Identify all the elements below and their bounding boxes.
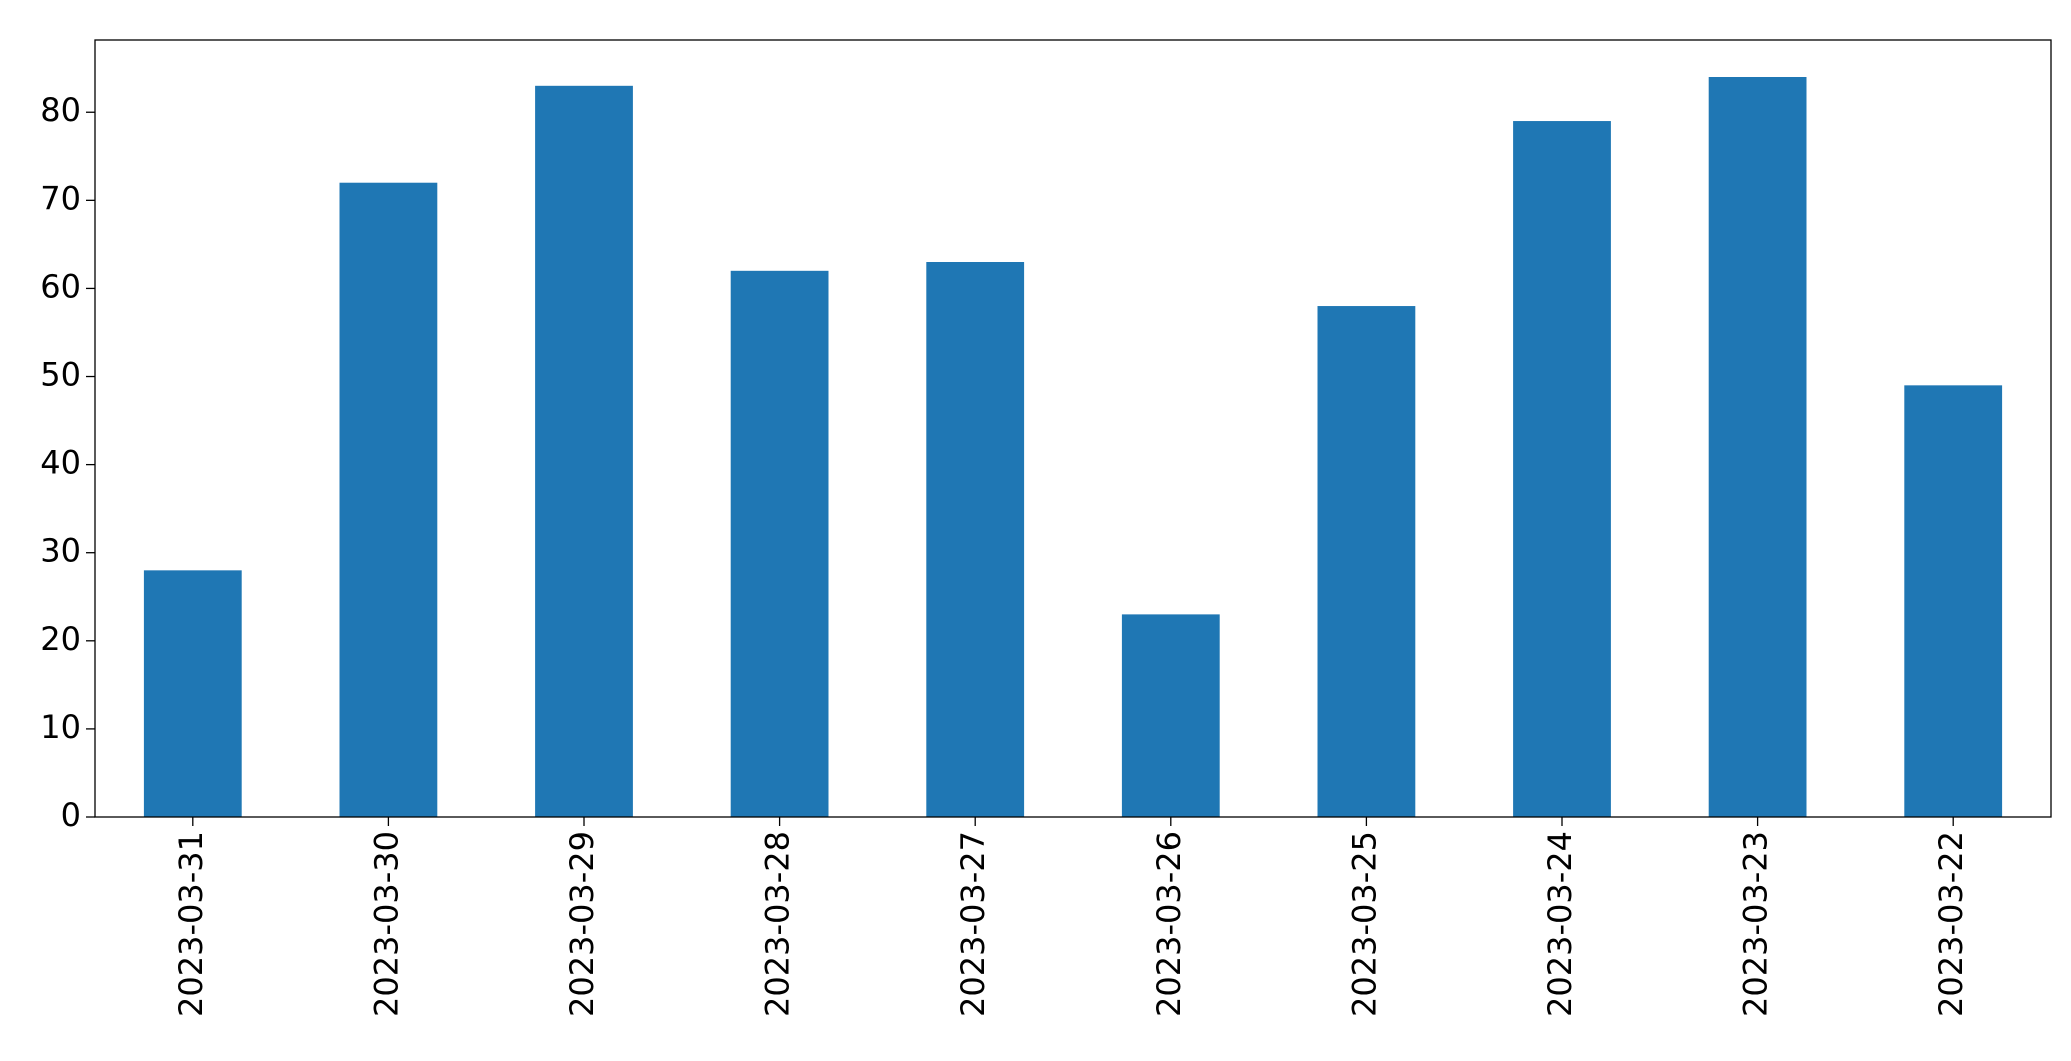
bar <box>1513 121 1611 818</box>
y-tick-label: 30 <box>40 532 81 570</box>
y-tick-label: 50 <box>40 356 81 394</box>
bar <box>535 85 633 818</box>
y-tick-label: 80 <box>40 91 81 129</box>
bar <box>926 262 1025 817</box>
y-tick-label: 40 <box>40 444 81 482</box>
bar <box>143 570 242 817</box>
bar <box>1904 385 2003 817</box>
y-tick-label: 0 <box>61 796 81 834</box>
x-tick-label: 2023-03-31 <box>172 831 210 1017</box>
y-tick-label: 20 <box>40 620 81 658</box>
y-tick-label: 10 <box>40 708 81 746</box>
x-tick-label: 2023-03-27 <box>954 831 992 1017</box>
bar <box>1121 614 1220 817</box>
plot-frame <box>94 39 2052 818</box>
bar <box>339 182 438 817</box>
bar <box>1708 77 1807 817</box>
x-tick-label: 2023-03-26 <box>1150 831 1188 1017</box>
x-tick-label: 2023-03-23 <box>1737 831 1775 1017</box>
y-tick-label: 70 <box>40 179 81 217</box>
bar <box>1317 306 1416 817</box>
x-tick-label: 2023-03-29 <box>563 831 601 1017</box>
y-tick-label: 60 <box>40 267 81 305</box>
bar <box>730 270 829 817</box>
x-tick-label: 2023-03-22 <box>1932 831 1970 1017</box>
x-tick-label: 2023-03-28 <box>759 831 797 1017</box>
x-tick-label: 2023-03-25 <box>1345 831 1383 1017</box>
x-tick-label: 2023-03-30 <box>367 831 405 1017</box>
x-tick-label: 2023-03-24 <box>1541 831 1579 1017</box>
